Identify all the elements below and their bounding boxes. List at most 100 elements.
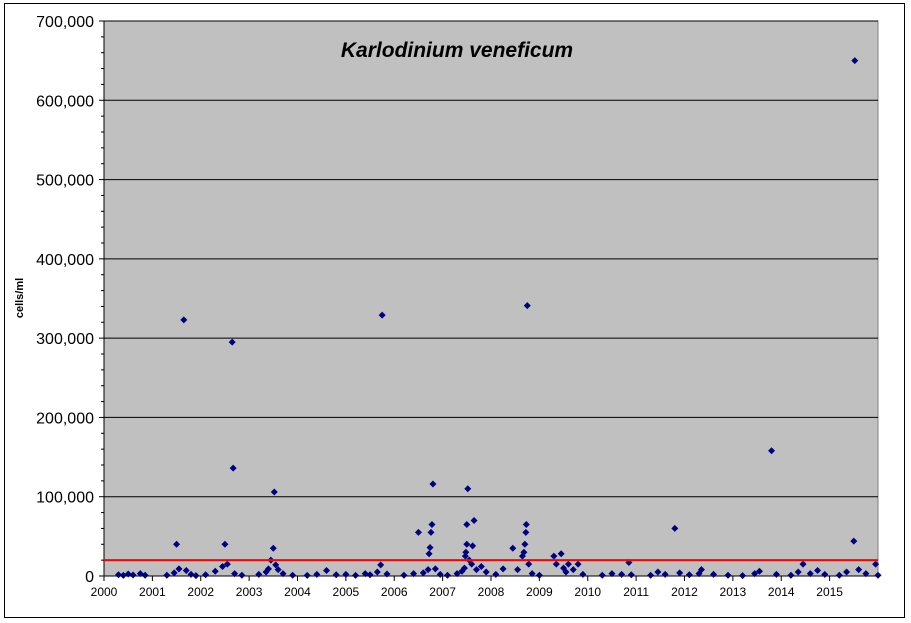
data-point bbox=[557, 550, 565, 558]
data-point bbox=[231, 570, 239, 578]
data-point bbox=[772, 570, 780, 578]
data-point bbox=[279, 570, 287, 578]
y-tick-label: 700,000 bbox=[36, 14, 94, 31]
data-point bbox=[874, 571, 882, 579]
x-tick-label: 2011 bbox=[623, 585, 649, 599]
data-point bbox=[794, 568, 802, 576]
data-point bbox=[821, 570, 829, 578]
chart-title: Karlodinium veneficum bbox=[341, 39, 573, 62]
data-point bbox=[509, 544, 517, 552]
data-point bbox=[202, 571, 210, 579]
data-point bbox=[173, 540, 181, 548]
x-tick-label: 2004 bbox=[284, 585, 311, 599]
y-tick-label: 600,000 bbox=[36, 93, 94, 110]
data-point bbox=[562, 568, 570, 576]
data-point bbox=[426, 543, 434, 551]
data-point bbox=[115, 571, 123, 579]
data-point bbox=[453, 570, 461, 578]
x-tick-label: 2010 bbox=[574, 585, 601, 599]
data-point bbox=[470, 517, 478, 524]
y-tick-label: 400,000 bbox=[36, 252, 94, 269]
data-point bbox=[428, 520, 436, 528]
data-point bbox=[768, 447, 776, 455]
data-point bbox=[460, 564, 468, 572]
data-point bbox=[654, 568, 662, 576]
data-point bbox=[710, 570, 718, 578]
data-point bbox=[352, 571, 360, 579]
data-point bbox=[427, 528, 435, 536]
data-point bbox=[872, 560, 880, 568]
data-point bbox=[814, 566, 822, 574]
data-point bbox=[141, 571, 149, 579]
data-point bbox=[211, 567, 219, 575]
data-point bbox=[443, 571, 451, 579]
data-point bbox=[373, 568, 381, 576]
data-point bbox=[468, 560, 476, 568]
data-point bbox=[289, 571, 297, 579]
data-point bbox=[574, 560, 582, 568]
data-point bbox=[525, 560, 533, 568]
x-tick-label: 2006 bbox=[381, 585, 408, 599]
data-point bbox=[323, 566, 331, 574]
data-point bbox=[163, 571, 171, 579]
data-point bbox=[521, 540, 529, 548]
data-point bbox=[469, 542, 477, 550]
data-point bbox=[514, 566, 522, 574]
data-point bbox=[528, 570, 536, 578]
data-point bbox=[414, 528, 422, 536]
data-point bbox=[851, 57, 859, 65]
y-axis-label: cells/ml bbox=[14, 278, 26, 318]
data-point bbox=[124, 570, 132, 578]
data-point bbox=[378, 311, 386, 319]
x-tick-label: 2003 bbox=[236, 585, 263, 599]
y-axis: 0 100,000 200,000 300,000 400,000 500,000 600,… bbox=[36, 14, 105, 586]
data-point bbox=[755, 567, 763, 575]
data-point bbox=[463, 520, 471, 528]
data-point bbox=[129, 571, 137, 579]
data-point bbox=[523, 302, 531, 310]
data-point bbox=[843, 568, 851, 576]
data-point bbox=[564, 560, 572, 568]
data-point bbox=[228, 338, 236, 346]
data-point bbox=[806, 570, 814, 578]
data-point bbox=[492, 570, 500, 578]
data-points bbox=[115, 57, 882, 580]
data-point bbox=[608, 570, 616, 578]
data-point bbox=[579, 570, 587, 578]
data-point bbox=[850, 537, 858, 545]
data-point bbox=[522, 528, 530, 536]
data-point bbox=[671, 524, 679, 532]
plot-area bbox=[103, 20, 879, 577]
data-point bbox=[569, 566, 577, 574]
data-point bbox=[419, 569, 427, 577]
x-tick-label: 2005 bbox=[333, 585, 360, 599]
data-point bbox=[627, 571, 635, 579]
data-point bbox=[238, 571, 246, 579]
data-point bbox=[550, 552, 558, 560]
data-point bbox=[835, 571, 843, 579]
data-point bbox=[303, 571, 311, 579]
data-point bbox=[361, 570, 369, 578]
data-point bbox=[676, 569, 684, 577]
data-point bbox=[255, 570, 263, 578]
x-tick-label: 2000 bbox=[91, 585, 118, 599]
data-point bbox=[431, 565, 439, 573]
data-point bbox=[855, 566, 863, 574]
data-point bbox=[552, 560, 560, 568]
data-point bbox=[472, 566, 480, 574]
y-tick-label: 300,000 bbox=[36, 331, 94, 348]
y-tick-label: 0 bbox=[85, 569, 94, 586]
data-point bbox=[482, 568, 490, 576]
data-point bbox=[724, 571, 732, 579]
data-point bbox=[425, 550, 433, 558]
data-point bbox=[464, 485, 472, 493]
data-point bbox=[697, 566, 705, 574]
data-point bbox=[787, 571, 795, 579]
x-tick-label: 2014 bbox=[768, 585, 795, 599]
data-point bbox=[499, 565, 507, 573]
x-tick-label: 2007 bbox=[429, 585, 456, 599]
data-point bbox=[522, 520, 530, 528]
data-point bbox=[383, 570, 391, 578]
x-axis: 2000 2001 2002 2003 2004 2005 2006 2007 2008 2009… bbox=[91, 575, 878, 599]
